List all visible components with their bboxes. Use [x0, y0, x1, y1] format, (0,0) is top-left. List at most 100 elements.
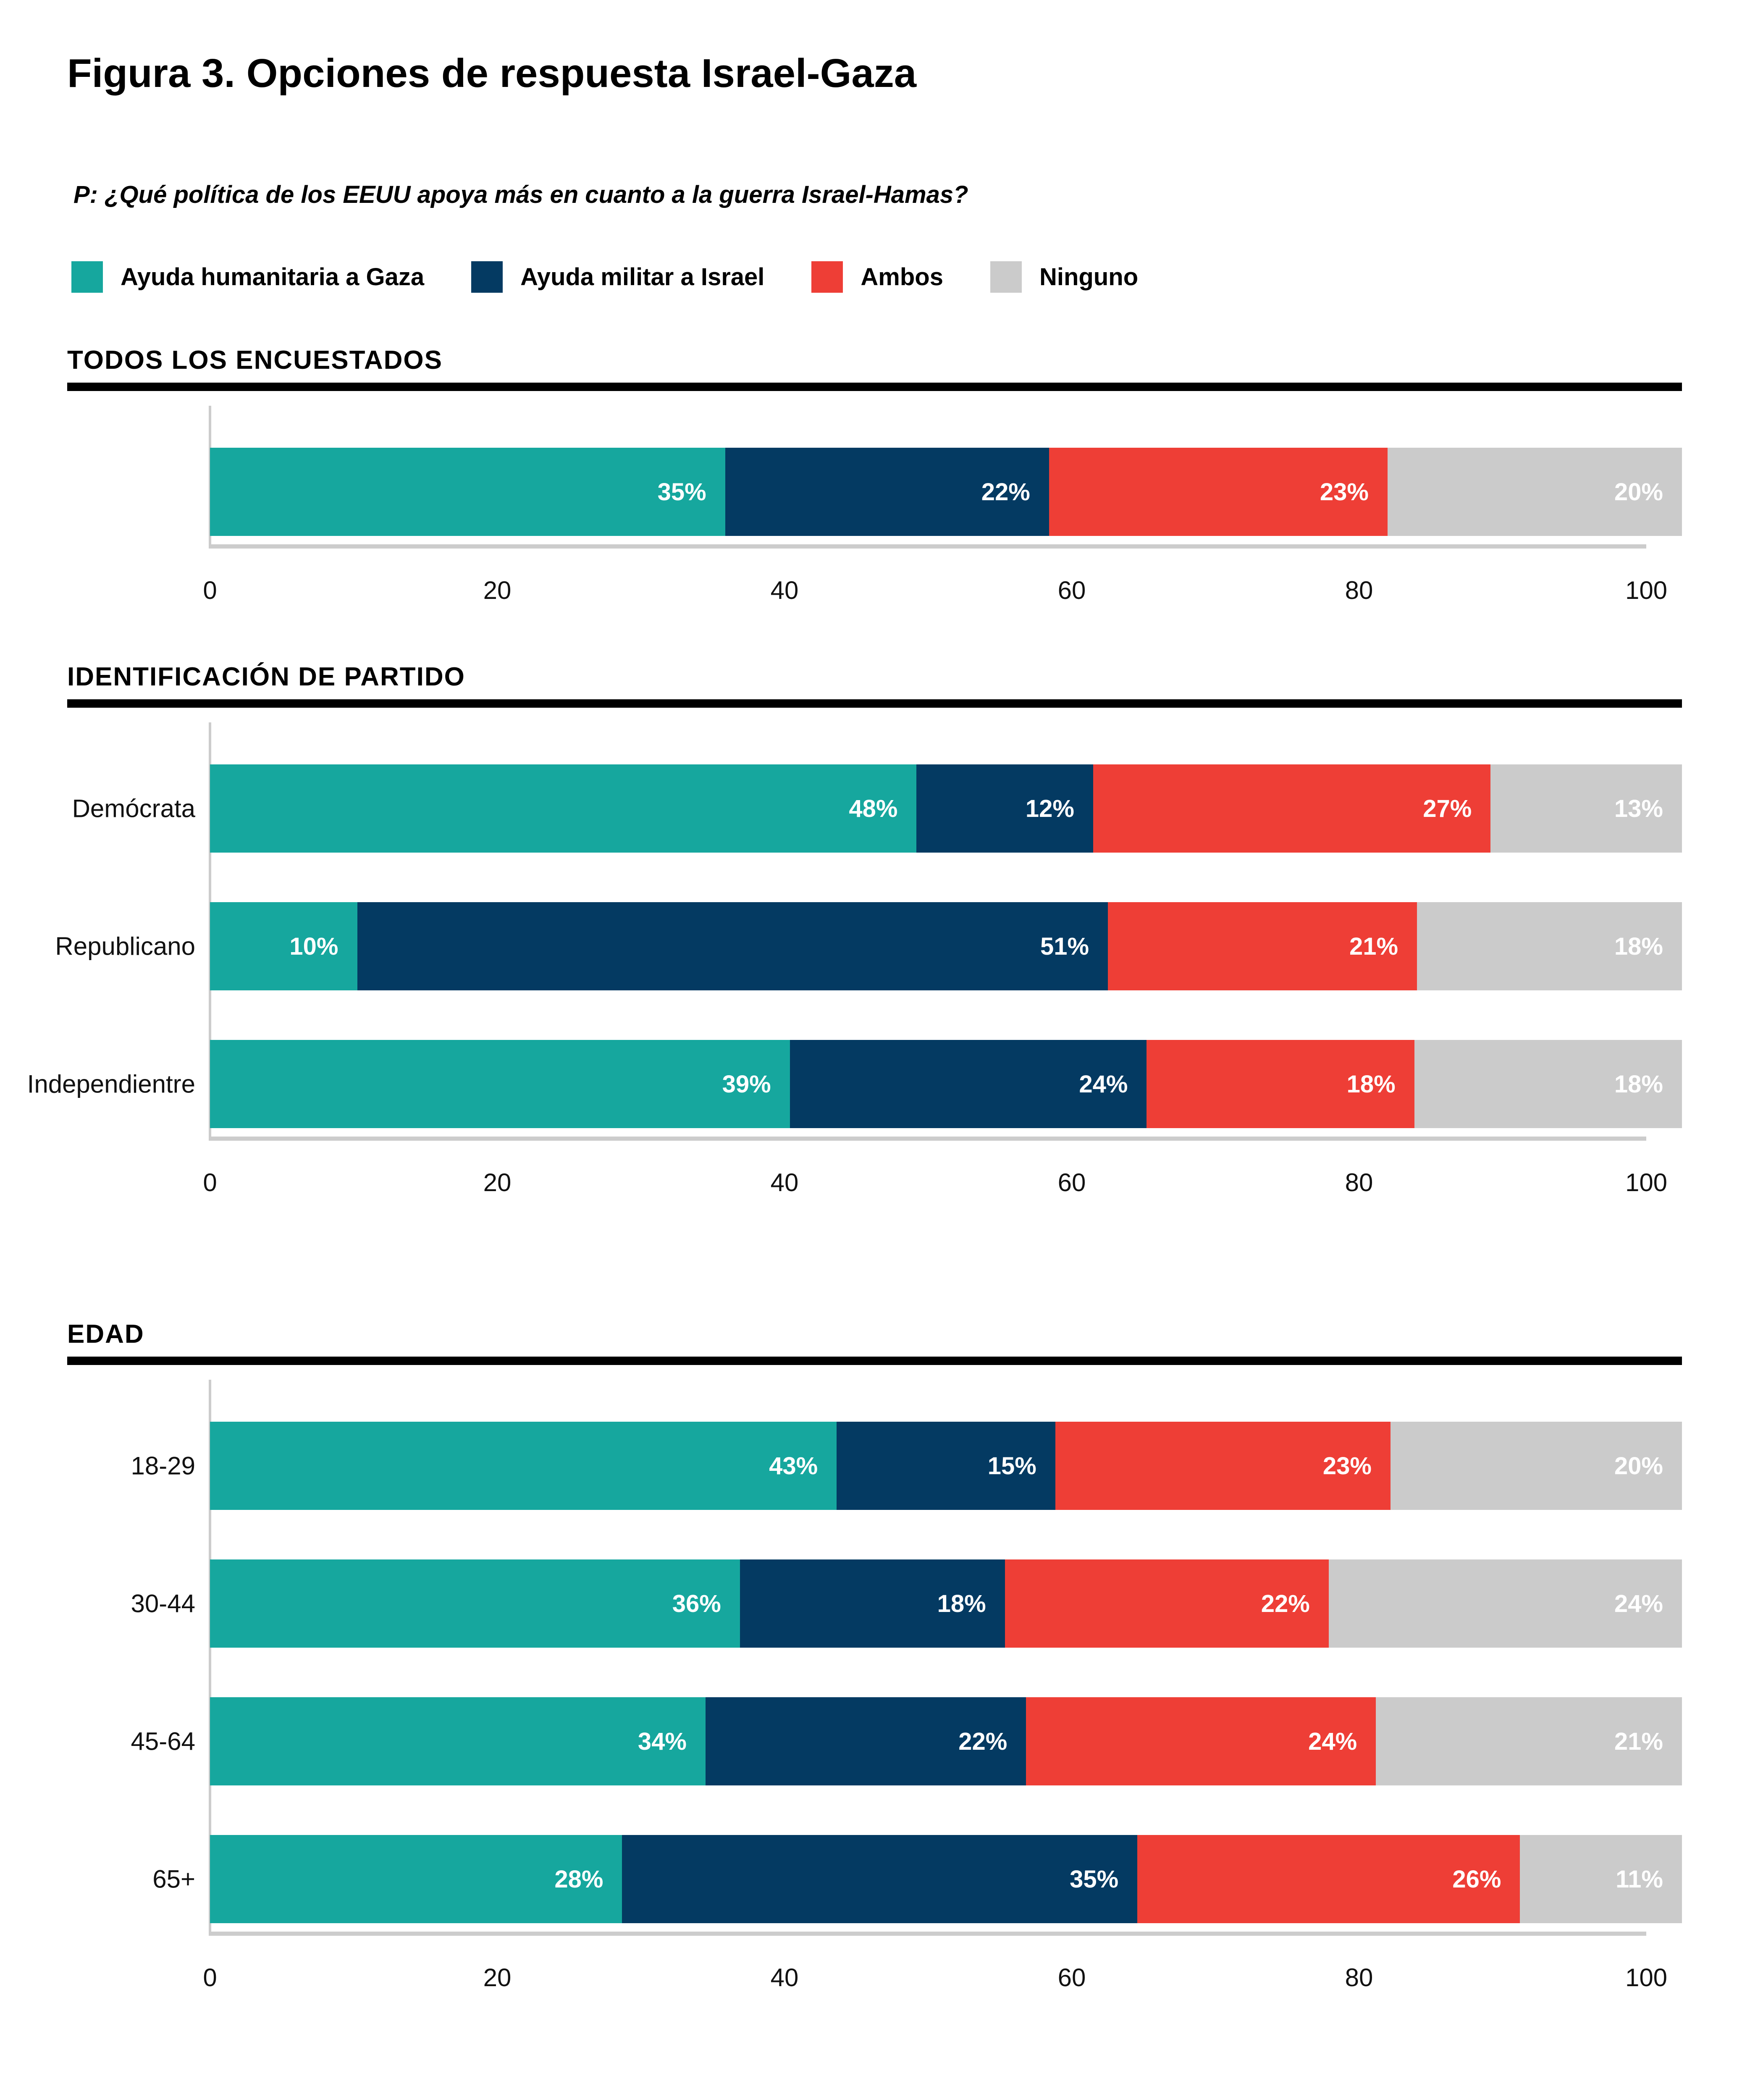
segment-value-label: 13%: [1614, 795, 1663, 822]
bar-segment-red: 22%: [1005, 1559, 1329, 1648]
bar-segment-teal: 39%: [210, 1040, 790, 1128]
bar-segment-gray: 20%: [1390, 1422, 1682, 1510]
segment-value-label: 24%: [1079, 1070, 1128, 1098]
segment-value-label: 26%: [1452, 1865, 1501, 1893]
legend-label: Ambos: [861, 263, 943, 291]
chart-section-all-respondents: TODOS LOS ENCUESTADOS 35% 22% 23% 20% 0 20 40 6…: [67, 345, 1682, 607]
segment-value-label: 22%: [981, 478, 1030, 506]
stacked-bar: 34% 22% 24% 21%: [210, 1697, 1682, 1785]
bar-segment-navy: 22%: [705, 1697, 1026, 1785]
category-label: 30-44: [131, 1589, 195, 1618]
axis-tick-label: 60: [1057, 1168, 1086, 1197]
bar-rows: 35% 22% 23% 20%: [67, 391, 1682, 536]
segment-value-label: 24%: [1614, 1590, 1663, 1617]
axis-tick-label: 100: [1625, 1964, 1668, 1992]
segment-value-label: 12%: [1025, 795, 1074, 822]
category-label: Demócrata: [72, 794, 195, 823]
axis-tick-label: 20: [483, 576, 512, 604]
legend-item: Ayuda humanitaria a Gaza: [71, 261, 424, 293]
bar-segment-teal: 36%: [210, 1559, 740, 1648]
section-header: EDAD: [67, 1320, 144, 1349]
axis-tick-label: 0: [203, 576, 217, 604]
legend-swatch-red: [811, 261, 843, 293]
bar-segment-red: 23%: [1055, 1422, 1391, 1510]
segment-value-label: 27%: [1423, 795, 1472, 822]
bar-segment-gray: 18%: [1414, 1040, 1682, 1128]
bar-segment-red: 18%: [1147, 1040, 1414, 1128]
section-rule: [67, 699, 1682, 708]
section-rule: [67, 1357, 1682, 1365]
bar-row: Independientre 39% 24% 18% 18%: [27, 1040, 1682, 1128]
stacked-bar: 48% 12% 27% 13%: [210, 764, 1682, 853]
x-axis-ticks: 0 20 40 60 80 100: [203, 576, 1667, 607]
segment-value-label: 10%: [289, 932, 338, 960]
axis-baseline: [210, 1932, 1646, 1936]
segment-value-label: 43%: [769, 1452, 818, 1480]
segment-value-label: 23%: [1320, 478, 1369, 506]
legend-swatch-navy: [471, 261, 503, 293]
axis-baseline: [210, 544, 1646, 549]
segment-value-label: 36%: [672, 1590, 721, 1617]
axis-tick-label: 40: [770, 576, 799, 604]
axis-tick-label: 80: [1345, 1964, 1373, 1992]
chart-section-age: EDAD 18-29 43% 15% 23% 20% 30-44 36% 18% 22% 24% 4…: [67, 1319, 1682, 1995]
segment-value-label: 20%: [1614, 478, 1663, 506]
segment-value-label: 21%: [1614, 1727, 1663, 1755]
bar-segment-gray: 20%: [1388, 448, 1682, 536]
axis-tick-label: 20: [483, 1168, 512, 1197]
segment-value-label: 34%: [638, 1727, 687, 1755]
legend-swatch-gray: [990, 261, 1022, 293]
axis-tick-label: 40: [770, 1168, 799, 1197]
axis-tick-label: 80: [1345, 576, 1373, 604]
bar-segment-teal: 28%: [210, 1835, 622, 1923]
legend-item: Ninguno: [990, 261, 1138, 293]
segment-value-label: 21%: [1349, 932, 1398, 960]
segment-value-label: 18%: [1346, 1070, 1396, 1098]
legend-label: Ayuda militar a Israel: [520, 263, 765, 291]
section-header: IDENTIFICACIÓN DE PARTIDO: [67, 662, 465, 691]
bar-segment-gray: 21%: [1376, 1697, 1682, 1785]
stacked-bar: 10% 51% 21% 18%: [210, 902, 1682, 990]
bar-segment-teal: 35%: [210, 448, 725, 536]
axis-tick-label: 100: [1625, 1168, 1668, 1197]
bar-segment-gray: 24%: [1328, 1559, 1682, 1648]
legend: Ayuda humanitaria a Gaza Ayuda militar a …: [67, 261, 1682, 293]
bar-segment-red: 26%: [1137, 1835, 1520, 1923]
segment-value-label: 23%: [1322, 1452, 1372, 1480]
chart-section-party-id: IDENTIFICACIÓN DE PARTIDO Demócrata 48% 12…: [27, 662, 1682, 1200]
section-header: TODOS LOS ENCUESTADOS: [67, 346, 443, 375]
segment-value-label: 39%: [722, 1070, 771, 1098]
bar-segment-teal: 48%: [210, 764, 917, 853]
stacked-bar: 28% 35% 26% 11%: [210, 1835, 1682, 1923]
category-label: Republicano: [55, 932, 195, 961]
bar-rows: Demócrata 48% 12% 27% 13% Republicano 10% 51% 21…: [27, 708, 1682, 1128]
bar-segment-red: 24%: [1026, 1697, 1376, 1785]
axis-tick-label: 60: [1057, 576, 1086, 604]
bar-segment-navy: 35%: [622, 1835, 1138, 1923]
segment-value-label: 20%: [1614, 1452, 1663, 1480]
figure-title: Figura 3. Opciones de respuesta Israel-G…: [67, 51, 917, 96]
bar-segment-navy: 22%: [725, 448, 1049, 536]
segment-value-label: 18%: [1614, 1070, 1663, 1098]
bar-row: Republicano 10% 51% 21% 18%: [55, 902, 1682, 990]
legend-swatch-teal: [71, 261, 103, 293]
bar-row: 18-29 43% 15% 23% 20%: [67, 1422, 1682, 1510]
legend-label: Ninguno: [1039, 263, 1139, 291]
segment-value-label: 18%: [937, 1590, 986, 1617]
axis-baseline: [210, 1137, 1646, 1141]
legend-item: Ambos: [811, 261, 943, 293]
bar-segment-navy: 12%: [916, 764, 1093, 853]
bar-rows: 18-29 43% 15% 23% 20% 30-44 36% 18% 22% 24% 45-64 3…: [67, 1365, 1682, 1923]
bar-segment-gray: 13%: [1490, 764, 1682, 853]
stacked-bar-chart-party-id: Demócrata 48% 12% 27% 13% Republicano 10% 51% 21…: [27, 708, 1682, 1200]
axis-tick-label: 60: [1057, 1964, 1086, 1992]
axis-tick-label: 0: [203, 1168, 217, 1197]
category-label: Independientre: [27, 1070, 195, 1098]
bar-segment-teal: 43%: [210, 1422, 837, 1510]
bar-segment-gray: 18%: [1417, 902, 1682, 990]
bar-segment-gray: 11%: [1520, 1835, 1682, 1923]
section-rule: [67, 383, 1682, 391]
stacked-bar: 36% 18% 22% 24%: [210, 1559, 1682, 1648]
bar-segment-navy: 18%: [740, 1559, 1005, 1648]
